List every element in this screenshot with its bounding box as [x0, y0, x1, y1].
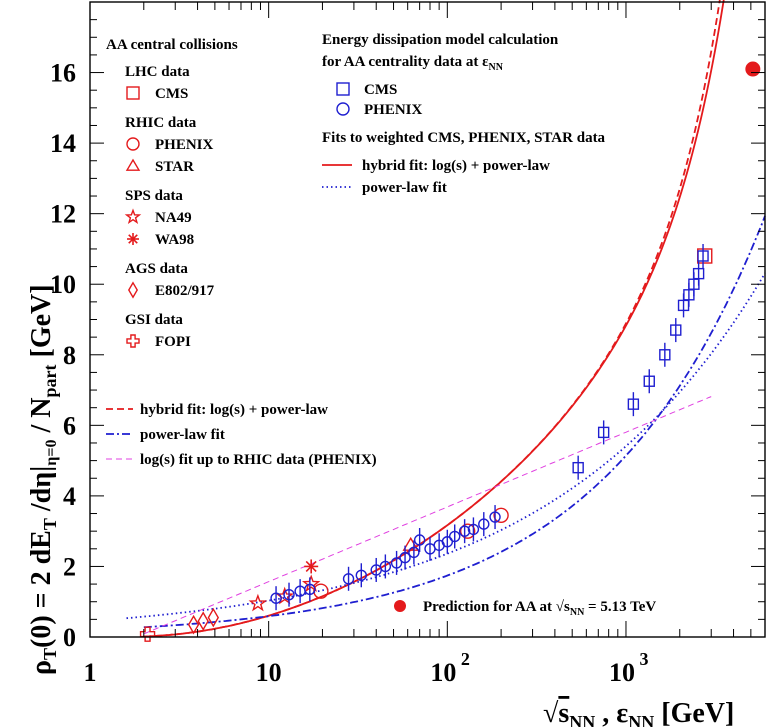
legend-marker — [126, 86, 140, 100]
legend-marker — [336, 82, 350, 96]
fit-curves — [126, 0, 766, 638]
point-cms-model- — [697, 250, 709, 262]
legend-entry-label: PHENIX — [364, 102, 423, 118]
legend-right-header: Energy dissipation model calculation — [322, 32, 559, 48]
legend-marker — [124, 208, 142, 224]
point-cms-model- — [692, 267, 705, 280]
y-tick-label: 10 — [50, 270, 76, 299]
y-tick-label: 6 — [63, 411, 76, 440]
legend-entry-label: FOPI — [155, 334, 191, 350]
legend-line-label: power-law fit — [362, 180, 447, 196]
legend-group-title: LHC data — [125, 64, 190, 80]
curve-log-s-fit — [143, 396, 712, 635]
curve-hybrid-fit-weighted-solid- — [143, 0, 725, 638]
point-phenix-model- — [413, 534, 426, 546]
legend-group-title: GSI data — [125, 312, 183, 328]
legend-marker — [336, 102, 350, 116]
legend-entry-label: PHENIX — [155, 137, 214, 153]
point-na49 — [248, 593, 268, 612]
legend-marker — [127, 281, 139, 299]
x-tick-label: 1 — [84, 658, 97, 687]
point-cms-model- — [597, 426, 610, 439]
y-tick-label: 4 — [63, 482, 76, 511]
y-tick-label: 2 — [63, 552, 76, 581]
legend-marker — [127, 233, 139, 245]
point-phenix-model- — [283, 588, 295, 601]
point-phenix-model- — [489, 511, 501, 523]
y-tick-label: 12 — [50, 200, 76, 229]
legend-marker — [126, 334, 140, 348]
x-tick-label: 10 — [256, 658, 282, 687]
legend-entry-label: STAR — [155, 159, 194, 175]
point-phenix-model- — [390, 557, 403, 569]
plot-frame — [89, 1, 766, 638]
point-phenix — [459, 523, 476, 539]
point-phenix-model- — [379, 560, 392, 573]
point-cms-model- — [659, 349, 671, 361]
point-fopi — [139, 626, 156, 642]
legend-prediction-marker — [394, 600, 406, 612]
point-phenix-model- — [270, 592, 282, 604]
legend-right-header: for AA centrality data at εNN — [322, 54, 504, 73]
point-phenix-model- — [467, 523, 480, 536]
point-phenix-model- — [399, 551, 411, 564]
point-na49 — [301, 574, 321, 592]
data-points — [139, 61, 761, 642]
legend-group-title: RHIC data — [125, 115, 197, 131]
legend-entry-label: CMS — [364, 82, 397, 98]
y-axis-label: ρT(0) = 2 dET /dη|η=0 / Npart [GeV] — [26, 284, 60, 675]
legend-marker — [126, 137, 140, 151]
point-phenix-model- — [342, 573, 355, 585]
x-axis-label: √sNN , εNN [GeV] — [543, 698, 734, 727]
point-e802-917 — [207, 607, 220, 628]
point-e802-917 — [197, 611, 209, 631]
legend-entry-label: E802/917 — [155, 283, 215, 299]
prediction-label: Prediction for AA at √sNN = 5.13 TeV — [423, 599, 656, 618]
legend-marker — [125, 158, 141, 171]
point-phenix-model- — [304, 583, 316, 596]
x-tick-label: 10 — [609, 658, 635, 687]
legend-entry-label: NA49 — [155, 210, 192, 226]
legend: AA central collisions LHC data CMS RHIC dat… — [106, 32, 656, 618]
legend-fits-header: Fits to weighted CMS, PHENIX, STAR data — [322, 130, 606, 146]
point-phenix-model- — [355, 569, 367, 581]
point-e802-917 — [187, 614, 200, 635]
y-tick-label: 16 — [50, 59, 76, 88]
x-tick-label: 10 — [430, 658, 456, 687]
legend-group-title: SPS data — [125, 188, 183, 204]
point-phenix-model- — [458, 525, 471, 537]
point-wa98 — [304, 559, 319, 574]
legend-entry-label: CMS — [155, 86, 188, 102]
point-phenix-model- — [408, 546, 420, 559]
curve-hybrid-fit-dashed- — [143, 0, 721, 638]
legend-group-title: AGS data — [125, 261, 188, 277]
legend-line-label: hybrid fit: log(s) + power-law — [140, 402, 328, 418]
y-tick-label: 8 — [63, 341, 76, 370]
curve-power-law-fit-dotted- — [126, 272, 766, 620]
legend-line-label: log(s) fit up to RHIC data (PHENIX) — [140, 452, 377, 468]
point-cms-model- — [670, 324, 682, 336]
prediction-point — [745, 61, 761, 77]
legend-left-header: AA central collisions — [106, 37, 238, 53]
point-phenix-model- — [449, 530, 461, 543]
legend-entry-label: WA98 — [155, 232, 194, 248]
point-cms-model- — [627, 398, 640, 410]
point-cms-model- — [643, 375, 655, 387]
legend-line-label: hybrid fit: log(s) + power-law — [362, 158, 550, 174]
curve-power-law-fit-dash-dot- — [143, 215, 766, 629]
point-phenix-model- — [478, 518, 490, 530]
point-cms-model- — [572, 461, 584, 474]
point-phenix — [493, 507, 509, 523]
x-tick-exponent: 2 — [461, 649, 470, 669]
legend-line-label: power-law fit — [140, 427, 225, 443]
x-tick-exponent: 3 — [639, 649, 648, 669]
y-tick-label: 14 — [50, 129, 76, 158]
point-phenix-model- — [441, 536, 454, 548]
y-tick-label: 0 — [63, 623, 76, 652]
